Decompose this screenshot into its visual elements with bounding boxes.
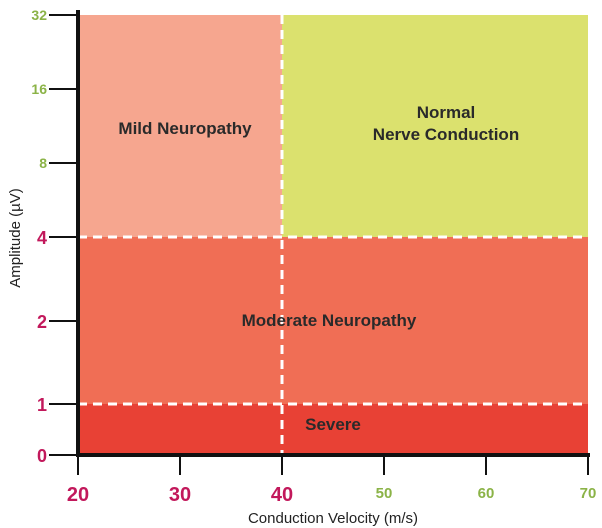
y-tick-label-8: 8	[39, 155, 47, 171]
x-axis-title: Conduction Velocity (m/s)	[248, 510, 418, 527]
zone-mild-neuropathy	[78, 15, 282, 237]
x-tick-label-50: 50	[376, 485, 393, 502]
zone-moderate-neuropathy	[78, 237, 588, 404]
x-tick-label-70: 70	[580, 485, 597, 502]
y-tick-label-16: 16	[31, 81, 47, 97]
y-axis-title: Amplitude (µV)	[7, 188, 24, 288]
zone-severe	[78, 404, 588, 455]
x-tick-label-20: 20	[67, 484, 89, 506]
zones-layer	[78, 15, 588, 455]
x-tick-label-60: 60	[478, 485, 495, 502]
axes-layer: 0 1 2 4 8 16 32 20 30 40 50 60 70	[31, 7, 596, 506]
y-tick-label-1: 1	[37, 395, 47, 415]
zone-label-normal-nerve-conduction: Normal Nerve Conduction	[373, 103, 519, 144]
labels-layer: Severe Moderate Neuropathy Mild Neuropathy…	[118, 103, 519, 434]
x-tick-label-30: 30	[169, 484, 191, 506]
zone-label-severe: Severe	[305, 415, 361, 434]
zone-label-mild-neuropathy: Mild Neuropathy	[118, 119, 252, 138]
y-tick-label-32: 32	[31, 7, 47, 23]
y-tick-label-0: 0	[37, 446, 47, 466]
y-tick-label-4: 4	[37, 228, 47, 248]
zone-normal-nerve-conduction	[282, 15, 588, 237]
x-tick-label-40: 40	[271, 484, 293, 506]
zone-label-moderate-neuropathy: Moderate Neuropathy	[242, 311, 417, 330]
y-tick-label-2: 2	[37, 312, 47, 332]
dividers-layer	[78, 15, 588, 455]
